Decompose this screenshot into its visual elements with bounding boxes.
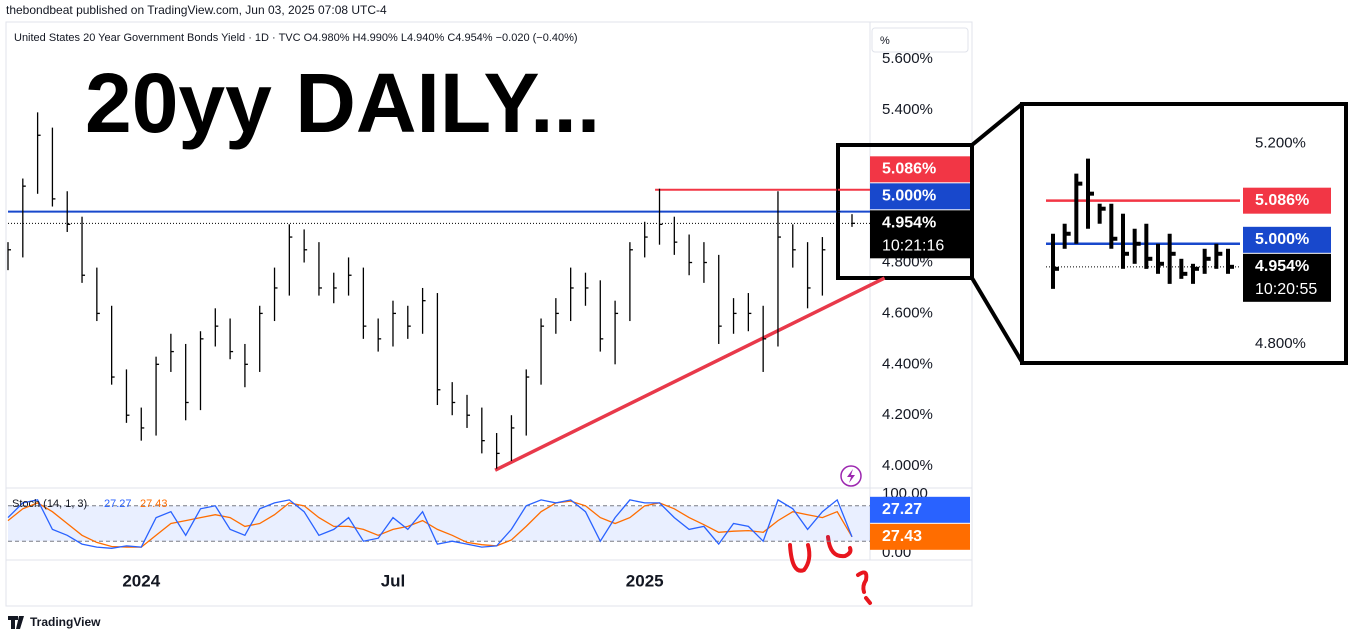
price-label: 4.954% xyxy=(1255,258,1309,275)
x-tick-label: Jul xyxy=(381,571,406,590)
symbol-line: United States 20 Year Government Bonds Y… xyxy=(14,32,578,44)
hand-drawn-annotation xyxy=(788,535,872,605)
price-label-box xyxy=(1243,187,1331,214)
band-fill xyxy=(8,505,870,542)
y-tick-label: 4.200% xyxy=(882,406,933,423)
y-tick-label: 4.800% xyxy=(1255,335,1306,352)
countdown-label: 10:20:55 xyxy=(1255,281,1317,298)
scale-button[interactable] xyxy=(871,27,969,53)
x-tick-label: 2025 xyxy=(626,571,664,590)
price-label: 27.27 xyxy=(882,501,922,518)
y-tick-label: 5.400% xyxy=(882,101,933,118)
price-label: 5.000% xyxy=(1255,231,1309,248)
price-label: 27.43 xyxy=(882,528,922,545)
y-tick-label: 4.000% xyxy=(882,457,933,474)
price-label-box xyxy=(1243,226,1331,253)
price-label: 4.954% xyxy=(882,215,936,232)
stoch-line xyxy=(7,500,853,548)
price-label: 5.086% xyxy=(1255,192,1309,209)
price-label-box xyxy=(870,156,970,183)
overlay-title: 20yy DAILY... xyxy=(85,56,600,150)
price-label-box xyxy=(1243,253,1331,302)
indicator-value: 27.43 xyxy=(140,498,168,510)
price-label-box xyxy=(870,210,970,259)
countdown-label: 10:21:16 xyxy=(882,238,944,255)
footer-brand: TradingView xyxy=(30,615,101,629)
chart-frame xyxy=(5,21,973,607)
stoch-line xyxy=(7,498,853,549)
indicator-title: Stoch (14, 1, 3) xyxy=(12,498,87,510)
x-tick-label: 2024 xyxy=(122,571,160,590)
indicator-value: 27.27 xyxy=(104,498,132,510)
y-tick-label: 5.200% xyxy=(1255,135,1306,152)
connector xyxy=(970,276,1024,364)
price-label-box xyxy=(870,496,970,523)
publisher: thebondbeat published on TradingView.com… xyxy=(6,3,387,17)
price-label-box xyxy=(870,523,970,550)
price-label-box xyxy=(870,183,970,210)
connector xyxy=(970,102,1024,147)
trendline xyxy=(494,276,886,472)
y-tick-label: 5.600% xyxy=(882,50,933,67)
scale-button-label[interactable]: % xyxy=(880,35,890,47)
price-label: 5.000% xyxy=(882,188,936,205)
price-label: 5.086% xyxy=(882,161,936,178)
alert-icon-bolt xyxy=(847,469,855,483)
y-tick-label: 4.600% xyxy=(882,304,933,321)
footer-logo xyxy=(8,616,24,629)
y-tick-label: 4.400% xyxy=(882,355,933,372)
